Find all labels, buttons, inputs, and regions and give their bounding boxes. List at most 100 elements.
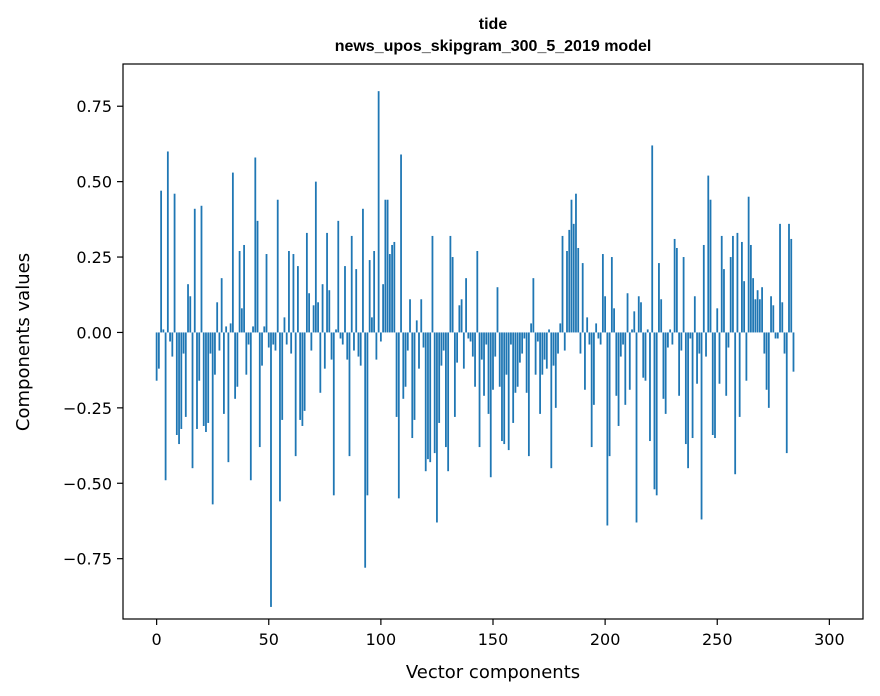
bar-component-41 bbox=[247, 332, 250, 345]
bar-component-22 bbox=[205, 332, 207, 432]
bar-component-63 bbox=[297, 266, 299, 333]
bar-component-215 bbox=[637, 296, 640, 333]
bar-component-114 bbox=[411, 332, 414, 439]
bar-component-81 bbox=[337, 220, 340, 333]
bar-component-174 bbox=[545, 332, 548, 369]
bar-component-225 bbox=[660, 299, 663, 333]
bar-component-275 bbox=[772, 305, 775, 333]
chart-subtitle: news_upos_skipgram_300_5_2019 model bbox=[335, 38, 652, 55]
bar-component-155 bbox=[503, 332, 506, 445]
bar-component-123 bbox=[431, 235, 434, 333]
bar-component-238 bbox=[689, 332, 692, 339]
bar-component-223 bbox=[655, 332, 658, 496]
bar-component-99 bbox=[377, 91, 380, 333]
bar-component-117 bbox=[418, 332, 420, 369]
bar-component-203 bbox=[610, 257, 613, 333]
bar-component-137 bbox=[462, 332, 465, 369]
bar-component-164 bbox=[523, 332, 526, 339]
bar-component-46 bbox=[258, 332, 261, 448]
chart-title: tide bbox=[479, 16, 508, 33]
bar-component-270 bbox=[761, 287, 763, 333]
bar-component-26 bbox=[214, 332, 216, 375]
bar-component-45 bbox=[256, 220, 259, 333]
x-axis-label: Vector components bbox=[406, 662, 580, 683]
bar-component-85 bbox=[346, 332, 349, 360]
bar-component-153 bbox=[498, 332, 501, 387]
bar-component-199 bbox=[601, 254, 604, 333]
bar-component-165 bbox=[525, 332, 528, 393]
bar-component-273 bbox=[767, 332, 770, 408]
bar-component-4 bbox=[164, 332, 167, 481]
bar-component-43 bbox=[252, 326, 254, 333]
bar-component-79 bbox=[332, 332, 335, 496]
bar-component-139 bbox=[467, 332, 470, 339]
bar-component-268 bbox=[756, 290, 759, 333]
bar-component-49 bbox=[265, 254, 268, 333]
bar-component-144 bbox=[478, 332, 481, 448]
bar-component-9 bbox=[175, 332, 178, 435]
bar-component-178 bbox=[554, 332, 557, 408]
bar-component-145 bbox=[480, 332, 483, 360]
bar-component-122 bbox=[429, 332, 432, 463]
bar-component-146 bbox=[483, 332, 485, 396]
bar-component-115 bbox=[413, 332, 416, 420]
bar-component-47 bbox=[261, 332, 263, 366]
bar-component-143 bbox=[476, 251, 479, 333]
bar-component-235 bbox=[682, 257, 685, 333]
bar-component-29 bbox=[220, 278, 223, 333]
bar-component-169 bbox=[534, 332, 537, 375]
bar-component-167 bbox=[530, 323, 533, 333]
bar-component-128 bbox=[442, 332, 445, 351]
bar-component-86 bbox=[348, 332, 351, 457]
bar-component-151 bbox=[494, 332, 497, 357]
bar-component-183 bbox=[566, 251, 568, 333]
bar-component-239 bbox=[691, 332, 694, 439]
bar-component-75 bbox=[323, 332, 326, 369]
bar-component-135 bbox=[458, 305, 461, 333]
bar-component-179 bbox=[557, 332, 559, 354]
bar-component-51 bbox=[270, 332, 272, 607]
y-tick-label-6: 0.75 bbox=[76, 97, 112, 116]
bar-component-277 bbox=[776, 332, 779, 339]
bar-component-132 bbox=[451, 257, 454, 333]
bar-component-269 bbox=[758, 299, 761, 333]
bar-component-64 bbox=[299, 332, 302, 420]
bar-component-261 bbox=[741, 241, 743, 333]
x-tick-label-5: 250 bbox=[702, 630, 733, 649]
bar-component-184 bbox=[568, 229, 571, 333]
bar-component-161 bbox=[516, 332, 519, 387]
bar-component-236 bbox=[684, 332, 687, 445]
bar-component-186 bbox=[572, 223, 575, 333]
y-tick-label-4: 0.25 bbox=[76, 248, 112, 267]
bar-component-18 bbox=[196, 332, 198, 429]
bar-component-109 bbox=[400, 154, 402, 333]
bar-component-158 bbox=[510, 332, 512, 345]
bar-component-37 bbox=[238, 251, 241, 333]
bar-component-181 bbox=[561, 235, 564, 333]
bar-component-40 bbox=[245, 332, 248, 375]
bar-component-260 bbox=[738, 332, 741, 417]
bar-component-276 bbox=[774, 332, 777, 339]
bar-component-157 bbox=[507, 332, 510, 451]
bar-component-265 bbox=[749, 244, 752, 333]
bar-component-104 bbox=[388, 254, 391, 333]
bar-component-121 bbox=[427, 332, 429, 460]
bar-component-107 bbox=[395, 332, 398, 417]
bar-component-237 bbox=[687, 332, 689, 469]
bar-component-216 bbox=[640, 302, 642, 333]
bar-component-264 bbox=[747, 196, 750, 333]
bar-component-130 bbox=[447, 332, 450, 472]
bar-component-69 bbox=[310, 332, 313, 351]
bar-component-259 bbox=[736, 232, 739, 333]
bar-component-168 bbox=[532, 278, 535, 333]
bar-component-191 bbox=[584, 332, 586, 390]
bar-component-101 bbox=[382, 284, 385, 333]
bar-component-84 bbox=[344, 266, 346, 333]
bar-component-71 bbox=[314, 181, 317, 333]
bar-component-67 bbox=[305, 232, 308, 333]
bar-component-58 bbox=[285, 332, 288, 345]
bar-component-42 bbox=[249, 332, 252, 481]
bar-component-212 bbox=[631, 329, 633, 333]
bar-component-243 bbox=[700, 332, 703, 520]
